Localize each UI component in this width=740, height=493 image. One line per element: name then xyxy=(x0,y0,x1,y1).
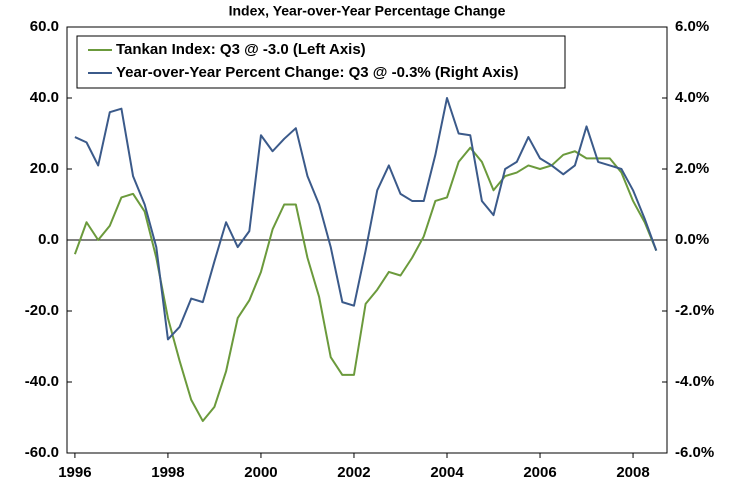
y-tick-label: -20.0 xyxy=(25,302,59,319)
y2-tick-label: 4.0% xyxy=(675,89,709,106)
x-tick-label: 2008 xyxy=(616,464,649,481)
y2-tick-label: -4.0% xyxy=(675,373,714,390)
y2-tick-label: 0.0% xyxy=(675,231,709,248)
y2-tick-label: -6.0% xyxy=(675,444,714,461)
y-tick-label: 0.0 xyxy=(38,231,59,248)
y-tick-label: 20.0 xyxy=(30,160,59,177)
series-line xyxy=(74,97,658,341)
x-tick-label: 1996 xyxy=(58,464,91,481)
x-tick-label: 2002 xyxy=(337,464,370,481)
y2-tick-label: 2.0% xyxy=(675,160,709,177)
x-tick-label: 2004 xyxy=(430,464,464,481)
legend-box xyxy=(76,35,566,89)
y-tick-label: 60.0 xyxy=(30,18,59,35)
chart-title: Index, Year-over-Year Percentage Change xyxy=(229,3,506,19)
y2-tick-label: 6.0% xyxy=(675,18,709,35)
y2-tick-label: -2.0% xyxy=(675,302,714,319)
y-tick-label: -60.0 xyxy=(25,444,59,461)
y-tick-label: -40.0 xyxy=(25,373,59,390)
series-line xyxy=(73,146,658,423)
y-tick-label: 40.0 xyxy=(30,89,59,106)
legend-label: Tankan Index: Q3 @ -3.0 (Left Axis) xyxy=(116,41,366,58)
x-tick-label: 2006 xyxy=(523,464,556,481)
x-tick-label: 1998 xyxy=(151,464,184,481)
legend-label: Year-over-Year Percent Change: Q3 @ -0.3… xyxy=(116,64,519,81)
x-tick-label: 2000 xyxy=(244,464,277,481)
